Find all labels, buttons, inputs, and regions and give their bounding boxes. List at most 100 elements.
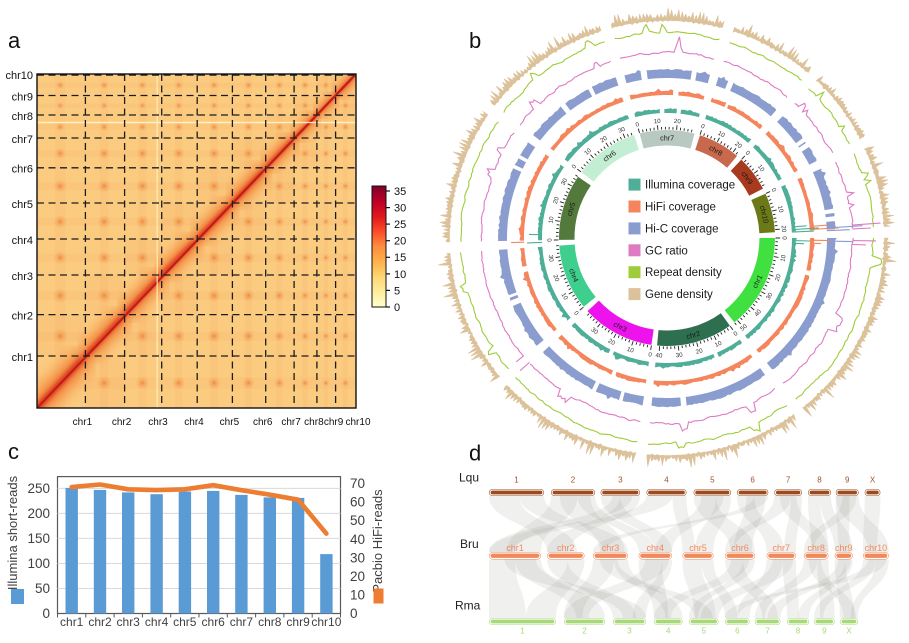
svg-text:chr10: chr10 <box>311 615 341 629</box>
svg-text:200: 200 <box>27 506 50 521</box>
svg-text:5: 5 <box>702 627 707 636</box>
svg-text:chr8: chr8 <box>304 417 324 428</box>
svg-text:50: 50 <box>35 581 50 596</box>
svg-text:70: 70 <box>350 476 365 491</box>
svg-text:chr8: chr8 <box>258 615 282 629</box>
svg-text:10: 10 <box>394 269 406 281</box>
svg-text:Lqu: Lqu <box>459 471 479 485</box>
svg-text:20: 20 <box>674 118 682 126</box>
svg-text:chr5: chr5 <box>173 615 197 629</box>
svg-text:chr2: chr2 <box>88 615 112 629</box>
svg-text:250: 250 <box>27 481 50 496</box>
svg-text:20: 20 <box>780 225 788 233</box>
svg-text:20: 20 <box>394 236 406 248</box>
svg-text:chr3: chr3 <box>117 615 141 629</box>
svg-text:chr7: chr7 <box>281 417 301 428</box>
svg-text:Rma: Rma <box>455 599 481 613</box>
svg-text:30: 30 <box>675 352 683 360</box>
svg-text:20: 20 <box>551 274 560 283</box>
svg-text:30: 30 <box>765 291 775 301</box>
svg-text:30: 30 <box>547 254 555 263</box>
svg-text:3: 3 <box>627 627 632 636</box>
svg-text:chr2: chr2 <box>12 310 33 322</box>
svg-text:0: 0 <box>350 606 358 621</box>
svg-text:1: 1 <box>520 627 525 636</box>
svg-text:Hi-C coverage: Hi-C coverage <box>645 223 719 235</box>
svg-text:chr5: chr5 <box>565 201 578 217</box>
svg-text:10: 10 <box>350 588 365 603</box>
svg-text:3: 3 <box>618 476 623 485</box>
svg-text:chr2: chr2 <box>557 543 575 553</box>
svg-text:10: 10 <box>548 216 556 224</box>
svg-text:40: 40 <box>350 532 365 547</box>
svg-text:chr3: chr3 <box>148 417 168 428</box>
svg-text:30: 30 <box>590 326 600 336</box>
svg-text:d: d <box>469 441 481 466</box>
svg-text:chr9: chr9 <box>835 543 853 553</box>
svg-text:chr5: chr5 <box>689 543 707 553</box>
svg-text:10: 10 <box>717 130 727 140</box>
svg-text:40: 40 <box>655 352 663 359</box>
svg-text:10: 10 <box>626 346 635 355</box>
svg-text:50: 50 <box>739 322 749 332</box>
svg-text:chr10: chr10 <box>865 543 888 553</box>
svg-text:HiFi coverage: HiFi coverage <box>645 202 716 214</box>
svg-text:30: 30 <box>394 202 406 214</box>
svg-text:10: 10 <box>776 205 785 214</box>
svg-text:0: 0 <box>732 330 739 338</box>
svg-text:0: 0 <box>42 606 50 621</box>
svg-text:50: 50 <box>350 513 365 528</box>
svg-text:30: 30 <box>617 126 627 135</box>
svg-text:2: 2 <box>582 627 587 636</box>
svg-text:5: 5 <box>710 476 715 485</box>
svg-text:chr3: chr3 <box>12 271 33 283</box>
svg-text:X: X <box>870 476 876 485</box>
svg-text:b: b <box>469 28 481 53</box>
svg-text:chr7: chr7 <box>660 133 674 142</box>
svg-text:X: X <box>846 627 852 636</box>
svg-text:chr8: chr8 <box>12 111 33 123</box>
svg-text:10: 10 <box>583 147 593 157</box>
svg-text:chr6: chr6 <box>731 543 749 553</box>
svg-text:4: 4 <box>666 627 671 636</box>
svg-text:chr4: chr4 <box>145 615 169 629</box>
svg-text:Gene density: Gene density <box>645 289 713 301</box>
svg-text:Pacbio HiFi-reads: Pacbio HiFi-reads <box>370 489 385 593</box>
svg-text:chr1: chr1 <box>73 417 93 428</box>
svg-text:0: 0 <box>635 121 641 129</box>
svg-text:6: 6 <box>735 627 740 636</box>
svg-text:chr7: chr7 <box>12 134 33 146</box>
svg-text:chr7: chr7 <box>230 615 254 629</box>
svg-text:0: 0 <box>571 163 579 170</box>
svg-text:chr4: chr4 <box>184 417 204 428</box>
svg-text:chr1: chr1 <box>60 615 84 629</box>
svg-text:8: 8 <box>796 627 801 636</box>
svg-text:10: 10 <box>560 292 570 302</box>
svg-text:chr10: chr10 <box>758 205 771 225</box>
svg-text:15: 15 <box>394 252 406 264</box>
svg-text:c: c <box>8 439 19 464</box>
svg-text:20: 20 <box>350 569 365 584</box>
svg-text:0: 0 <box>572 310 580 318</box>
svg-text:0: 0 <box>545 238 552 242</box>
svg-text:100: 100 <box>27 556 50 571</box>
svg-text:Bru: Bru <box>460 537 479 551</box>
svg-text:0: 0 <box>780 236 787 240</box>
svg-text:chr9: chr9 <box>12 91 33 103</box>
svg-text:chr6: chr6 <box>202 615 226 629</box>
svg-text:chr2: chr2 <box>685 329 701 341</box>
svg-text:0: 0 <box>744 150 752 158</box>
svg-text:chr3: chr3 <box>602 543 620 553</box>
svg-text:chr10: chr10 <box>5 70 33 82</box>
svg-text:25: 25 <box>394 219 406 231</box>
svg-text:chr9: chr9 <box>324 417 344 428</box>
svg-text:20: 20 <box>695 347 704 356</box>
svg-text:chr1: chr1 <box>12 352 33 364</box>
svg-text:chr8: chr8 <box>807 543 825 553</box>
svg-text:40: 40 <box>753 308 763 318</box>
svg-text:5: 5 <box>394 285 400 297</box>
svg-text:20: 20 <box>599 135 609 145</box>
svg-text:chr2: chr2 <box>112 417 132 428</box>
svg-text:6: 6 <box>750 476 755 485</box>
svg-text:chr7: chr7 <box>773 543 791 553</box>
